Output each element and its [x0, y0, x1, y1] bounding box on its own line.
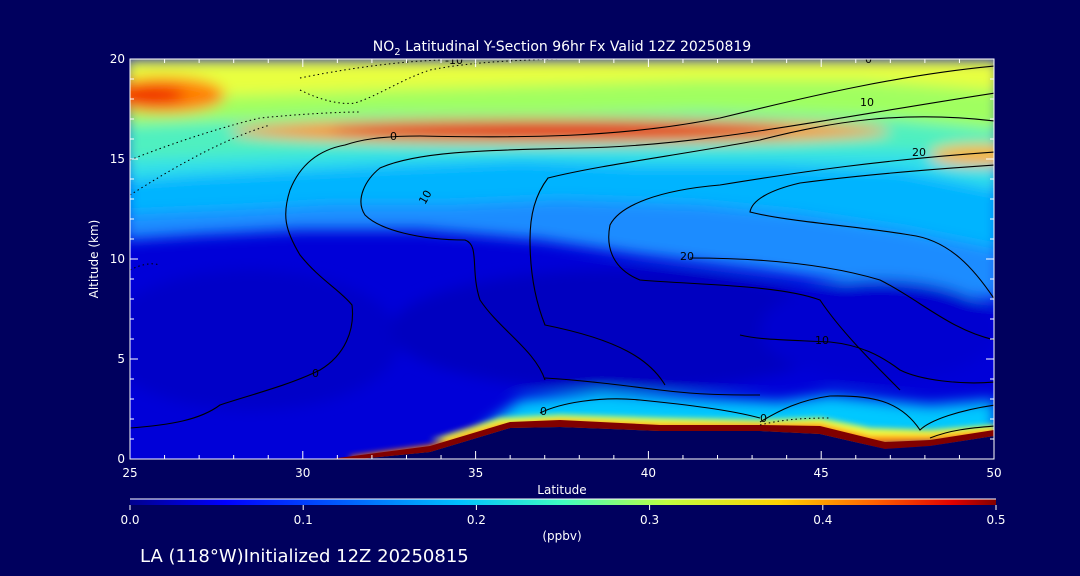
contour-lines: [130, 65, 994, 439]
chart-title: NO2 Latitudinal Y-Section 96hr Fx Valid …: [373, 39, 751, 58]
colorbar-unit-label: (ppbv): [542, 529, 581, 543]
colorbar-tick-label: 0.3: [640, 513, 659, 527]
contour-line: [130, 65, 994, 429]
surface-max-band: [330, 420, 994, 459]
x-tick-label: 30: [295, 466, 310, 480]
contour-lines-dotted: [130, 59, 831, 426]
contour-label: 10: [815, 334, 829, 347]
field-patch-upper-left-core: [130, 85, 185, 105]
colorbar-tick-label: 0.2: [467, 513, 486, 527]
field-low-left: [130, 270, 400, 410]
y-tick-label: 20: [110, 52, 125, 66]
field-patch-right: [930, 145, 994, 165]
contour-line-negative: [299, 59, 561, 104]
plot-area: -10 0 10 20 0 10 20 20 10 0 0 0: [130, 53, 994, 459]
field-low-right: [760, 280, 994, 380]
x-axis-label: Latitude: [537, 483, 586, 497]
colorbar-ticks: 0.0 0.1 0.2 0.3 0.4 0.5: [120, 498, 1006, 527]
field-layer-yellow: [130, 59, 994, 100]
contour-line-negative: [130, 111, 361, 161]
y-axis-label: Altitude (km): [87, 220, 101, 299]
contour-line: [539, 398, 761, 419]
x-tick-label: 45: [814, 466, 829, 480]
field-low-center: [390, 270, 850, 390]
contour-label: -10: [445, 54, 463, 67]
colorbar-tick-label: 0.4: [813, 513, 832, 527]
colorbar-tick-label: 0.1: [294, 513, 313, 527]
contour-line-negative: [759, 417, 831, 426]
no2-field: [130, 59, 994, 440]
x-tick-label: 50: [986, 466, 1001, 480]
contour-line-negative: [299, 59, 441, 79]
colorbar-tick-label: 0.0: [120, 513, 139, 527]
contour-label: 0: [865, 53, 872, 66]
x-tick-label: 40: [641, 466, 656, 480]
terrain: [360, 427, 994, 459]
contour-line: [360, 92, 994, 381]
contour-label: 20: [680, 250, 694, 263]
contour-line: [739, 334, 994, 384]
colorbar: 0.0 0.1 0.2 0.3 0.4 0.5 (ppbv): [120, 498, 1006, 543]
contour-label: 20: [912, 146, 926, 159]
contour-line: [544, 377, 761, 396]
x-tick-label: 25: [122, 466, 137, 480]
contour-line: [608, 151, 994, 391]
contour-line: [749, 164, 994, 300]
contour-label: 10: [860, 96, 874, 109]
contour-label: 10: [416, 188, 434, 207]
y-tick-label: 10: [110, 252, 125, 266]
contour-label: 0: [390, 130, 397, 143]
x-tick-label: 35: [468, 466, 483, 480]
footer-initialization-label: LA (118°W)Initialized 12Z 20250815: [140, 546, 469, 567]
y-tick-label: 0: [117, 452, 125, 466]
contour-line: [689, 257, 994, 341]
colorbar-tick-label: 0.5: [986, 513, 1005, 527]
y-tick-label: 15: [110, 152, 125, 166]
contour-label: 0: [312, 367, 319, 380]
contour-line: [929, 425, 994, 439]
contour-line-negative: [130, 124, 271, 196]
contour-labels: -10 0 10 20 0 10 20 20 10 0 0 0: [312, 53, 926, 425]
contour-label: 0: [760, 412, 767, 425]
y-tick-label: 5: [117, 352, 125, 366]
x-axis: 25 30 35 40 45 50: [122, 59, 1002, 480]
contour-label: 0: [540, 405, 547, 418]
contour-line: [529, 116, 994, 386]
contour-line: [759, 395, 994, 431]
colorbar-ramp: [130, 499, 996, 505]
y-axis: 0 5 10 15 20: [110, 52, 994, 466]
